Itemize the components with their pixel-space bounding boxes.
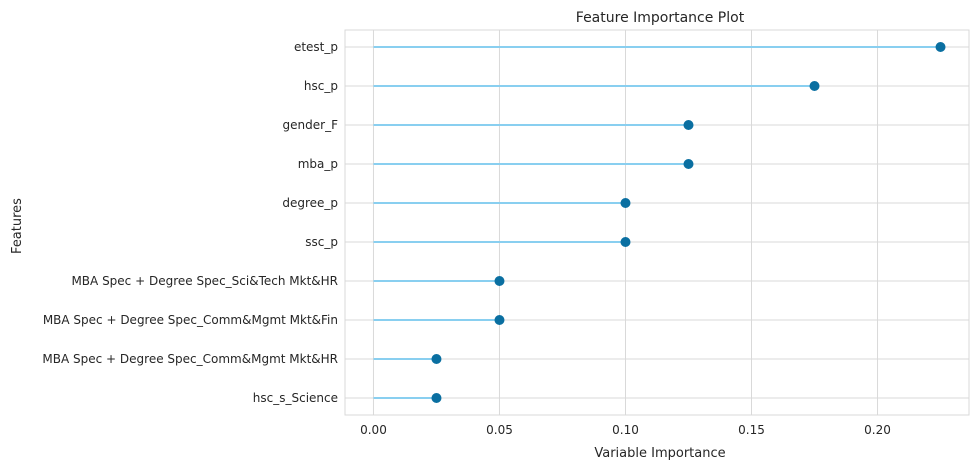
lollipop-marker xyxy=(935,42,946,52)
y-tick-label: hsc_p xyxy=(304,79,338,93)
y-tick-label: MBA Spec + Degree Spec_Comm&Mgmt Mkt&HR xyxy=(42,352,338,366)
x-tick-label: 0.20 xyxy=(864,423,891,437)
x-tick-label: 0.05 xyxy=(486,423,513,437)
y-axis-label: Features xyxy=(10,198,25,254)
y-tick-label: ssc_p xyxy=(305,235,338,249)
x-tick-label: 0.00 xyxy=(360,423,387,437)
x-axis-label: Variable Importance xyxy=(594,446,725,461)
y-tick-label: degree_p xyxy=(282,196,338,210)
x-tick-label: 0.10 xyxy=(612,423,639,437)
lollipop-marker xyxy=(494,315,505,325)
lollipop-marker xyxy=(683,120,694,130)
lollipop-marker xyxy=(620,198,631,208)
lollipop-marker xyxy=(431,393,442,403)
plot-area-frame xyxy=(344,29,970,416)
lollipop-marker xyxy=(620,237,631,247)
lollipop-marker xyxy=(494,276,505,286)
y-tick-label: etest_p xyxy=(294,40,338,54)
y-tick-label: gender_F xyxy=(283,118,339,132)
y-tick-label: mba_p xyxy=(298,157,338,171)
chart-title: Feature Importance Plot xyxy=(576,10,745,26)
lollipop-marker xyxy=(431,354,442,364)
y-tick-label: hsc_s_Science xyxy=(253,391,338,405)
lollipop-marker xyxy=(809,81,820,91)
y-tick-label: MBA Spec + Degree Spec_Comm&Mgmt Mkt&Fin xyxy=(43,313,338,327)
lollipop-marker xyxy=(683,159,694,169)
x-tick-label: 0.15 xyxy=(738,423,765,437)
y-tick-label: MBA Spec + Degree Spec_Sci&Tech Mkt&HR xyxy=(71,274,338,288)
